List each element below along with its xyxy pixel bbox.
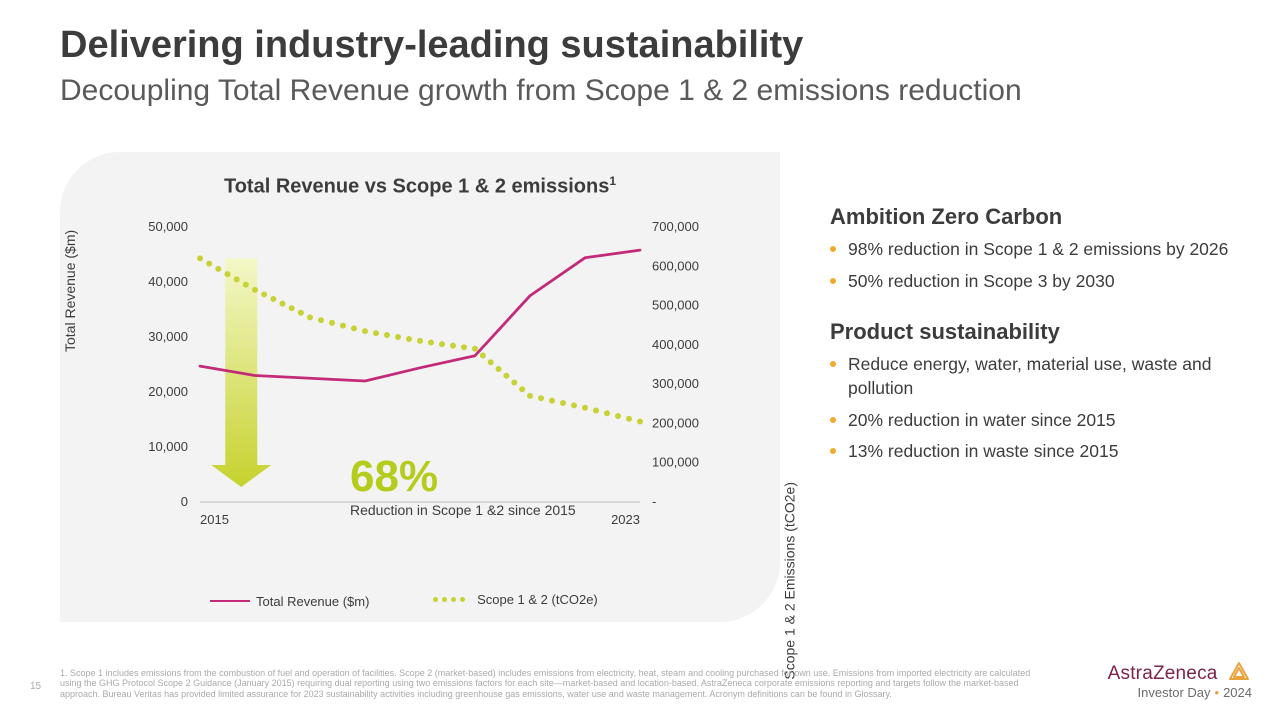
section2-list: Reduce energy, water, material use, wast…	[830, 353, 1250, 464]
svg-text:2023: 2023	[611, 512, 640, 527]
list-item: 20% reduction in water since 2015	[830, 409, 1250, 433]
svg-text:0: 0	[181, 494, 188, 509]
svg-text:500,000: 500,000	[652, 298, 699, 313]
chart-title-sup: 1	[609, 174, 616, 188]
svg-text:300,000: 300,000	[652, 376, 699, 391]
legend-label-emissions: Scope 1 & 2 (tCO2e)	[477, 592, 598, 607]
svg-text:2015: 2015	[200, 512, 229, 527]
svg-text:20,000: 20,000	[148, 384, 188, 399]
callout-text: Reduction in Scope 1 &2 since 2015	[350, 502, 576, 518]
brand-name: AstraZeneca	[1108, 663, 1218, 684]
page-number: 15	[30, 681, 41, 692]
svg-text:10,000: 10,000	[148, 439, 188, 454]
legend-swatch-emissions	[433, 597, 469, 602]
brand-logo-icon	[1226, 659, 1252, 685]
chart-title-text: Total Revenue vs Scope 1 & 2 emissions	[224, 176, 609, 198]
page-title: Delivering industry-leading sustainabili…	[60, 24, 803, 67]
svg-text:400,000: 400,000	[652, 337, 699, 352]
brand-line2a: Investor Day	[1138, 685, 1211, 700]
brand-line2b: 2024	[1223, 685, 1252, 700]
legend-swatch-revenue	[210, 600, 250, 602]
footnote: 1. Scope 1 includes emissions from the c…	[60, 668, 1040, 700]
section1-head: Ambition Zero Carbon	[830, 204, 1250, 230]
section2-head: Product sustainability	[830, 319, 1250, 345]
svg-text:50,000: 50,000	[148, 219, 188, 234]
svg-text:100,000: 100,000	[652, 455, 699, 470]
legend-label-revenue: Total Revenue ($m)	[256, 594, 369, 609]
list-item: 50% reduction in Scope 3 by 2030	[830, 270, 1250, 294]
page-subtitle: Decoupling Total Revenue growth from Sco…	[60, 74, 1022, 108]
chart-legend: Total Revenue ($m) Scope 1 & 2 (tCO2e)	[210, 590, 658, 609]
svg-text:40,000: 40,000	[148, 274, 188, 289]
svg-text:600,000: 600,000	[652, 258, 699, 273]
chart-card: Total Revenue vs Scope 1 & 2 emissions1 …	[60, 152, 780, 622]
svg-text:30,000: 30,000	[148, 329, 188, 344]
list-item: 13% reduction in waste since 2015	[830, 440, 1250, 464]
section1-list: 98% reduction in Scope 1 & 2 emissions b…	[830, 238, 1250, 293]
svg-text:700,000: 700,000	[652, 219, 699, 234]
chart-svg: 0 10,000 20,000 30,000 40,000 50,000 - 100,000 2…	[80, 212, 760, 572]
list-item: 98% reduction in Scope 1 & 2 emissions b…	[830, 238, 1250, 262]
chart-title: Total Revenue vs Scope 1 & 2 emissions1	[60, 174, 780, 199]
brand-block: AstraZeneca Investor Day •2024	[1108, 659, 1252, 700]
y-left-title: Total Revenue ($m)	[62, 230, 78, 352]
svg-text:-: -	[652, 494, 656, 509]
y-right-title: Scope 1 & 2 Emissions (tCO2e)	[782, 482, 798, 680]
right-content: Ambition Zero Carbon 98% reduction in Sc…	[830, 204, 1250, 490]
svg-text:200,000: 200,000	[652, 415, 699, 430]
callout-percent: 68%	[350, 452, 438, 502]
brand-dot: •	[1215, 685, 1220, 700]
list-item: Reduce energy, water, material use, wast…	[830, 353, 1250, 400]
